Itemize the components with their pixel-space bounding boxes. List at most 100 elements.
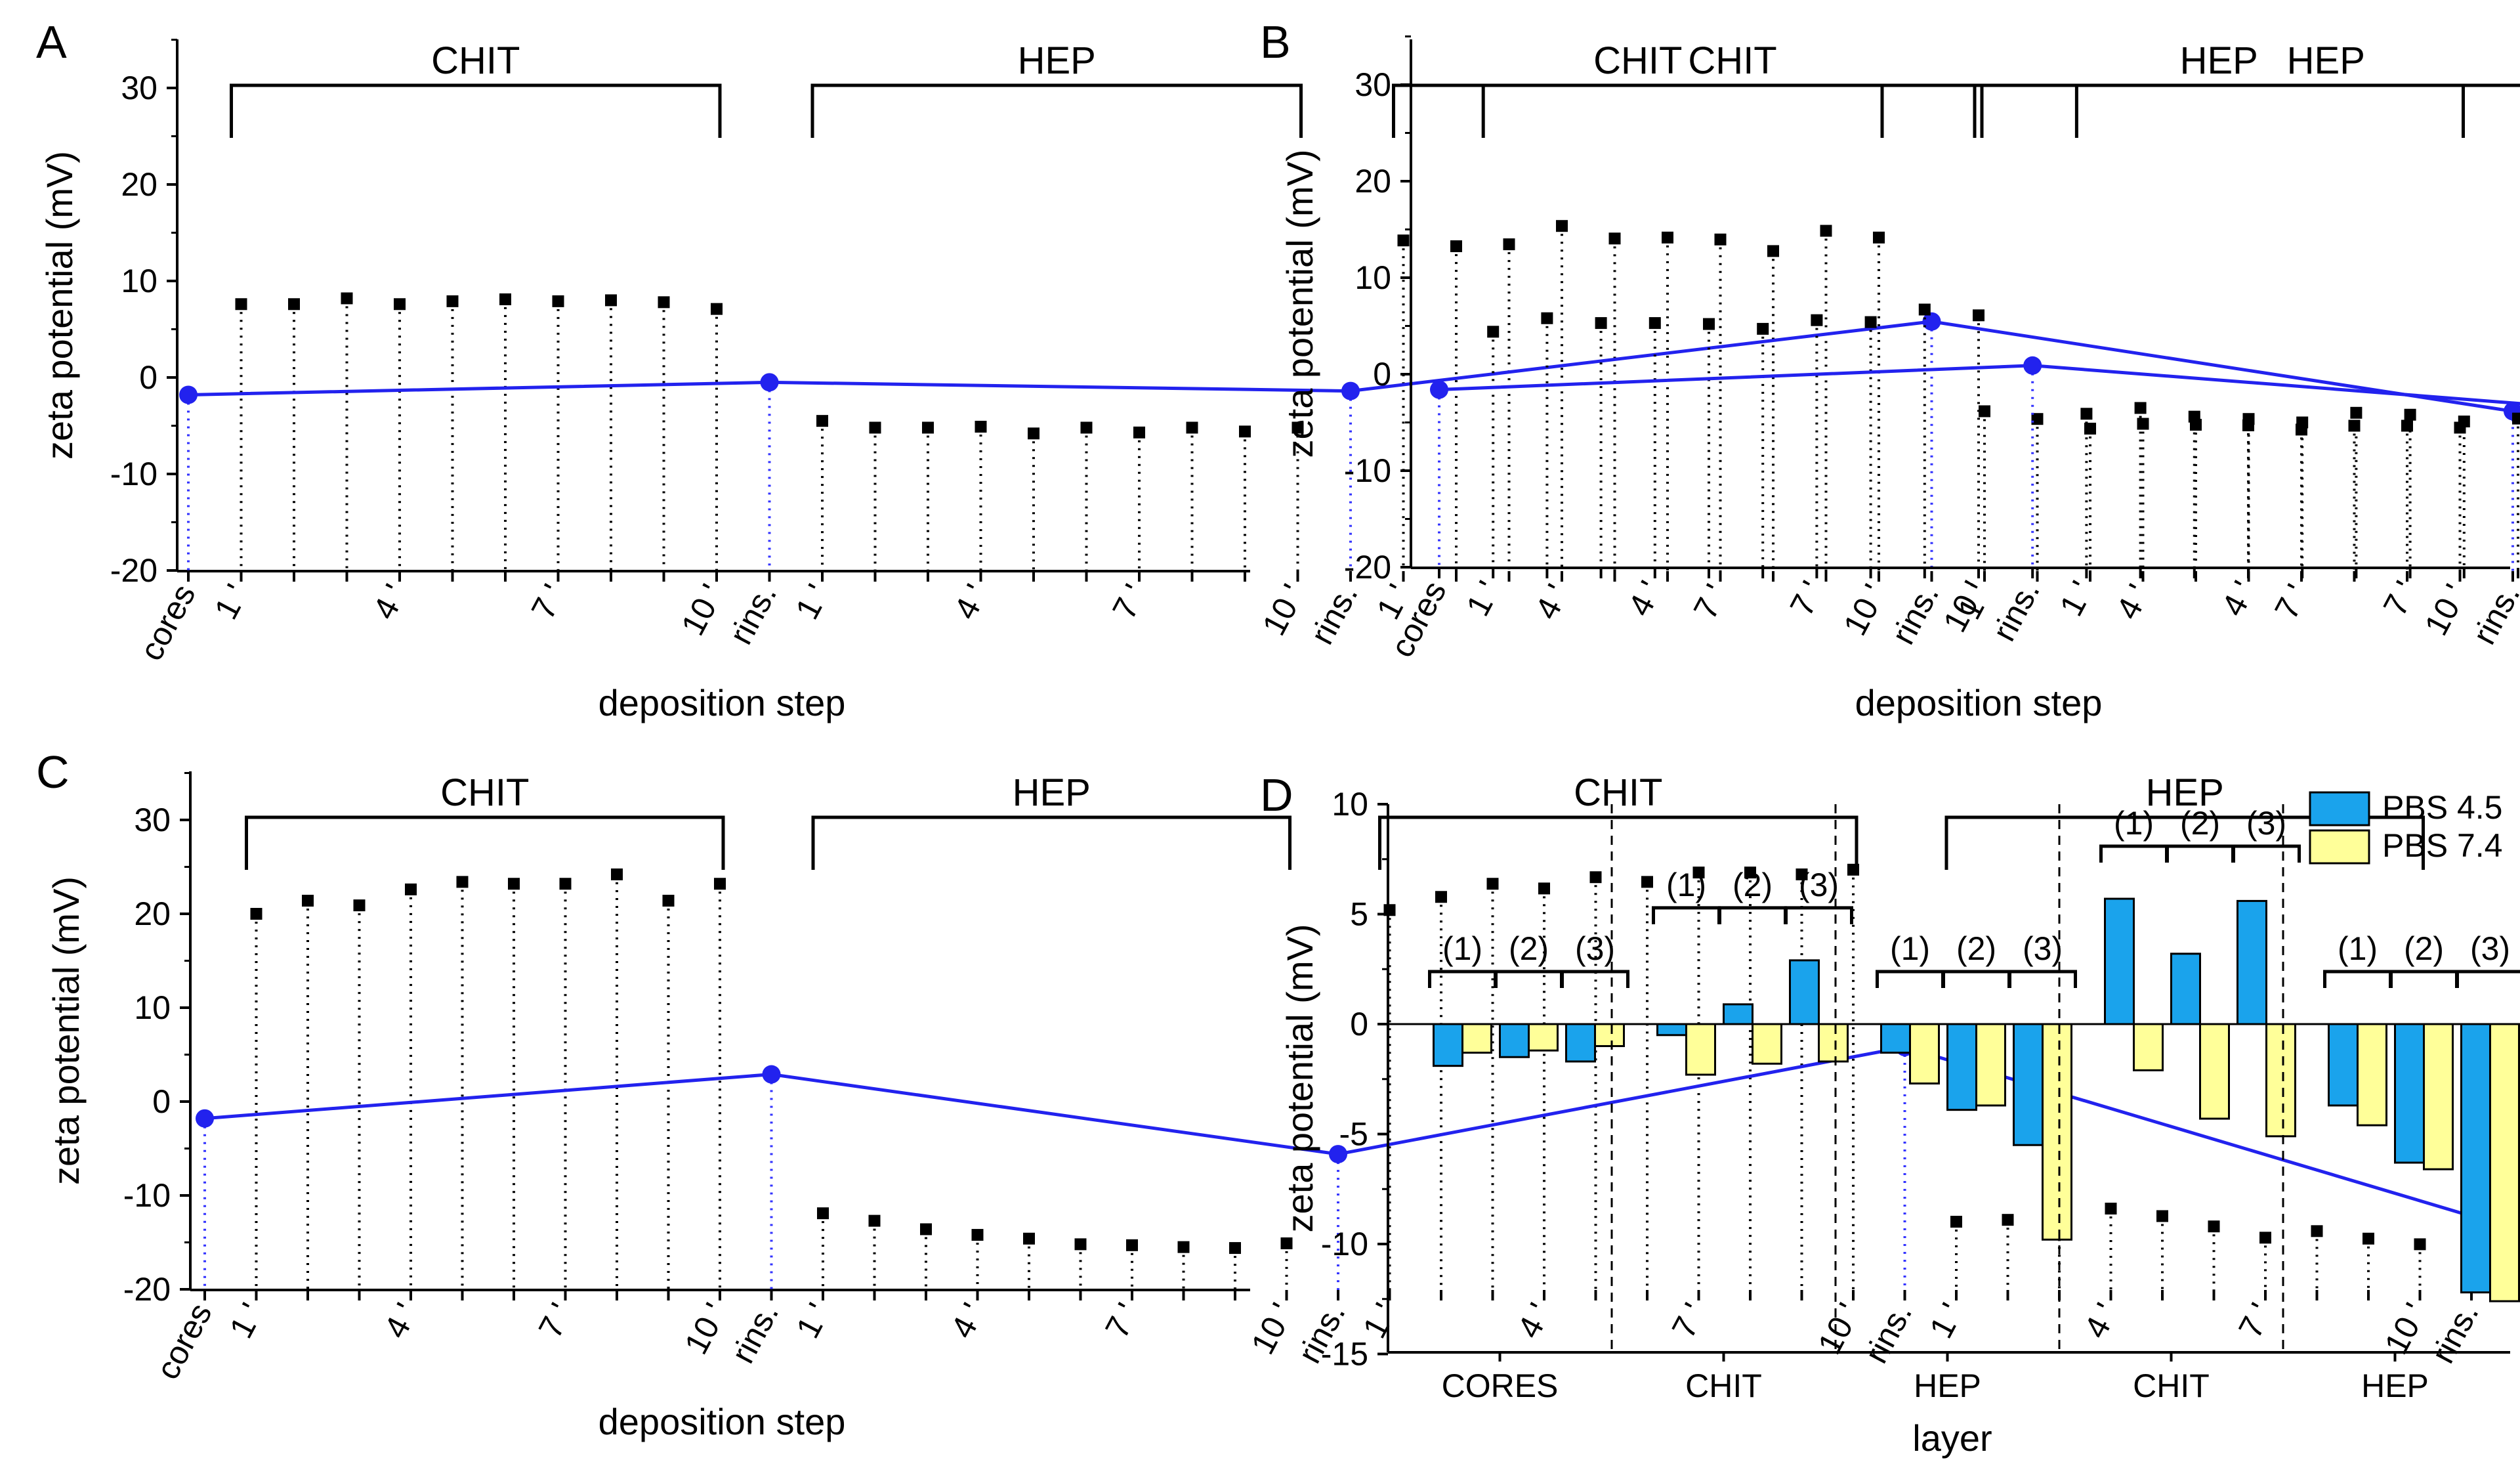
x-step-label: 7 ' [532,1297,580,1344]
data-point [920,1223,932,1235]
data-point [1133,426,1145,439]
group-label: HEP [2287,39,2365,82]
y-tick-label: 0 [139,359,158,396]
y-tick-label: 30 [134,802,171,838]
data-point [1608,232,1621,245]
data-point [456,876,469,888]
data-point [2084,422,2096,435]
data-point [552,295,564,307]
y-tick-label: 5 [1350,896,1368,933]
y-tick-label: -10 [123,1177,171,1214]
data-point [817,1207,829,1220]
subgroup-bracket [1561,970,1629,988]
group-bracket [1481,83,1984,138]
data-point [1023,1232,1035,1245]
data-point [1811,314,1823,326]
data-point [2401,419,2413,432]
data-point [353,899,366,912]
bar [2265,1023,2296,1138]
panel-letter: A [36,16,67,68]
group-bracket [1378,815,1858,870]
data-point [1435,891,1447,903]
subgroup-label: (1) [2114,805,2154,842]
x-step-label: 7 ' [2267,578,2316,626]
x-step-label: cores [149,1297,219,1385]
bar [2423,1023,2454,1170]
y-tick-label: 20 [1354,163,1391,200]
group-label: CHIT [431,39,520,82]
x-step-label: 4 ' [947,578,996,626]
y-tick-label: 10 [1354,259,1391,296]
y-tick-label: 10 [121,263,158,299]
legend-swatch [2309,791,2370,827]
x-axis-title: deposition step [1855,682,2103,723]
x-step-label: 4 ' [377,1297,425,1344]
y-tick-label: 10 [1332,786,1368,823]
panel-letter: B [1260,16,1291,68]
x-step-label: 4 ' [1510,1297,1559,1344]
rinse-point [762,1065,781,1084]
y-tick-label: 0 [1373,356,1391,393]
y-tick-label: -10 [110,456,158,492]
x-axis-title: deposition step [598,1401,846,1442]
x-step-label: 4 ' [1528,578,1576,626]
x-step-label: rins. [2424,1297,2486,1369]
bar [1818,1023,1849,1063]
bar [1909,1023,1940,1084]
panel-d-chart: D 10 5 0 -5 -10 -15 zeta potential (mV) layer COR… [1260,769,2520,1459]
data-point [1767,245,1779,257]
rinse-series-line [1438,364,2520,406]
data-point [1847,863,1859,876]
x-step-label: 1 ' [788,578,837,626]
x-axis-title: layer [1912,1417,1992,1459]
rinse-point [1430,380,1448,399]
subgroup-bracket [2456,970,2520,988]
y-tick-label: 0 [152,1083,171,1120]
subgroup-label: (3) [2470,930,2510,967]
bar [2104,897,2135,1025]
data-point [1292,421,1304,434]
data-point [1662,231,1673,244]
data-point [2208,1220,2220,1233]
group-bracket [1944,815,2425,870]
data-point [1487,326,1500,338]
data-point [2512,412,2520,425]
data-point [1486,878,1499,890]
data-point [605,294,617,307]
y-axis-title: zeta potential (mV) [1279,150,1320,458]
data-point [2134,402,2147,414]
y-axis-title: zeta potential (mV) [39,151,80,460]
data-point [302,894,314,907]
data-point [2311,1225,2323,1237]
legend-label: PBS 4.5 [2382,789,2502,826]
bar [2170,953,2201,1025]
data-point [1450,240,1462,253]
subgroup-bracket [1494,970,1563,988]
data-point [1028,427,1040,440]
y-tick-label: 0 [1350,1006,1368,1042]
data-point [2080,408,2093,420]
data-point [1796,868,1808,880]
data-point [1820,225,1832,237]
bar [1565,1023,1596,1063]
rinse-point [2023,356,2042,375]
y-tick-label: -10 [1321,1226,1368,1262]
subgroup-bracket [2008,970,2077,988]
subgroup-bracket [1942,970,2011,988]
x-category-label: HEP [1914,1367,1981,1404]
x-step-label: 4 ' [944,1297,992,1344]
subgroup-label: (3) [1575,930,1615,967]
x-step-label: 7 ' [1665,1297,1713,1344]
data-point [2002,1214,2014,1226]
data-point [662,894,675,907]
y-tick-label: -15 [1321,1336,1368,1373]
y-tick-label: 20 [121,166,158,203]
group-bracket [1973,83,2465,138]
data-point [922,421,934,434]
subgroup-bracket [1428,970,1497,988]
x-step-label: 1 ' [1922,1297,1971,1344]
data-point [235,298,247,311]
data-point [1503,238,1515,251]
data-point [975,420,987,433]
x-step-label: rins. [2466,578,2520,651]
